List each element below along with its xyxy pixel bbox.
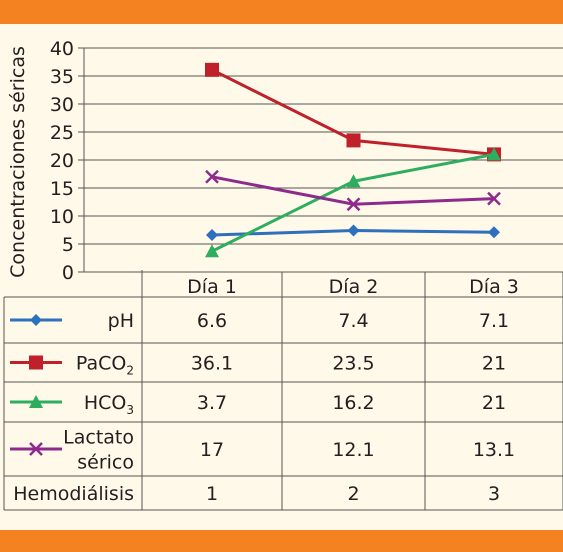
legend-marker-hco3 bbox=[29, 395, 43, 408]
data-point-hco3 bbox=[346, 174, 361, 188]
table-value: 17 bbox=[200, 439, 224, 461]
y-tick-label: 0 bbox=[62, 262, 74, 284]
table-value: 2 bbox=[347, 483, 359, 505]
table-value: 21 bbox=[482, 353, 506, 375]
table-value: 13.1 bbox=[473, 439, 515, 461]
data-point-lactato-serico bbox=[487, 191, 501, 206]
table-value: 3.7 bbox=[197, 392, 227, 414]
table-value: 12.1 bbox=[332, 439, 374, 461]
category-label: Día 3 bbox=[469, 276, 519, 298]
data-point-lactato-serico bbox=[346, 197, 361, 212]
category-label: Día 1 bbox=[187, 276, 237, 298]
category-label: Día 2 bbox=[329, 276, 379, 298]
table-value: 16.2 bbox=[332, 392, 374, 414]
data-point-hco3 bbox=[487, 147, 501, 161]
y-axis-label: Concentraciones séricas bbox=[7, 46, 29, 278]
data-point-ph bbox=[347, 224, 360, 237]
table-value: 1 bbox=[206, 483, 218, 505]
legend-label: Lactato bbox=[63, 427, 134, 449]
y-tick-label: 25 bbox=[50, 122, 74, 144]
y-tick-label: 30 bbox=[50, 94, 74, 116]
table-value: 7.1 bbox=[479, 310, 509, 332]
legend-marker-paco2 bbox=[29, 355, 43, 370]
row-label: Hemodiálisis bbox=[13, 483, 134, 505]
y-tick-label: 40 bbox=[50, 38, 74, 60]
legend-label: sérico bbox=[77, 452, 134, 474]
data-point-ph bbox=[206, 229, 218, 242]
y-tick-label: 35 bbox=[50, 66, 74, 88]
table-value: 21 bbox=[482, 392, 506, 414]
y-tick-label: 15 bbox=[50, 178, 74, 200]
top-band bbox=[0, 0, 563, 24]
y-tick-label: 5 bbox=[62, 234, 74, 256]
table-value: 23.5 bbox=[332, 353, 374, 375]
table-value: 3 bbox=[488, 483, 500, 505]
bottom-band bbox=[0, 530, 563, 552]
legend-label: HCO3 bbox=[84, 392, 134, 417]
y-tick-label: 20 bbox=[50, 150, 74, 172]
legend-label: PaCO2 bbox=[76, 353, 134, 378]
table-value: 36.1 bbox=[191, 353, 233, 375]
data-point-lactato-serico bbox=[205, 169, 219, 184]
legend-label: pH bbox=[108, 310, 134, 332]
data-point-ph bbox=[488, 226, 500, 239]
data-point-paco2 bbox=[205, 62, 219, 77]
table-value: 7.4 bbox=[338, 310, 368, 332]
legend-marker-ph bbox=[30, 314, 42, 326]
table-value: 6.6 bbox=[197, 310, 227, 332]
data-point-hco3 bbox=[205, 244, 219, 258]
data-point-paco2 bbox=[346, 133, 361, 148]
y-tick-label: 10 bbox=[50, 206, 74, 228]
legend-marker-lactato-serico bbox=[29, 442, 43, 456]
